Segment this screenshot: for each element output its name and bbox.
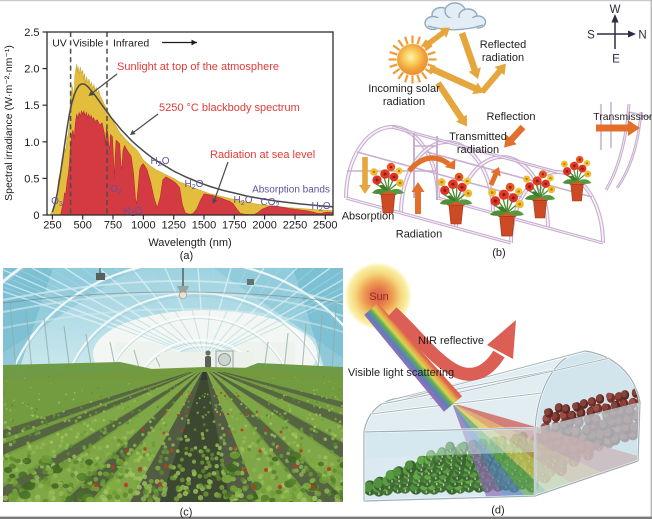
svg-text:1.0: 1.0 [24,137,39,149]
svg-text:750: 750 [104,220,122,232]
svg-text:Visible light scattering: Visible light scattering [348,367,454,379]
svg-text:(c): (c) [180,507,193,519]
svg-text:H2O: H2O [311,201,330,213]
svg-text:H2O: H2O [184,179,203,191]
svg-text:Transmission: Transmission [593,112,652,123]
svg-text:E: E [612,54,620,66]
svg-text:2.0: 2.0 [24,64,39,76]
svg-text:radiation: radiation [457,144,499,156]
svg-text:0.5: 0.5 [24,173,39,185]
svg-text:Sunlight at top of the atmosph: Sunlight at top of the atmosphere [117,61,279,73]
svg-text:Infrared: Infrared [113,38,149,50]
svg-text:(d): (d) [491,505,504,517]
svg-text:Visible: Visible [73,38,104,50]
svg-text:Absorption: Absorption [342,211,395,223]
svg-text:H2O: H2O [123,206,142,218]
svg-text:(b): (b) [492,247,505,259]
svg-text:NIR reflective: NIR reflective [418,335,484,347]
svg-text:CO2: CO2 [261,197,280,209]
svg-text:S: S [587,30,595,42]
svg-text:Radiation: Radiation [396,229,442,241]
svg-text:W: W [610,4,621,16]
svg-text:O3: O3 [51,196,63,208]
svg-text:N: N [638,30,646,42]
svg-text:5250 °C blackbody spectrum: 5250 °C blackbody spectrum [159,102,300,114]
svg-text:Sun: Sun [369,291,389,303]
svg-text:1500: 1500 [192,220,216,232]
svg-text:O2: O2 [110,184,122,196]
svg-text:Absorption bands: Absorption bands [252,185,330,196]
svg-text:Radiation at sea level: Radiation at sea level [210,149,315,161]
svg-text:Reflected: Reflected [480,39,526,51]
svg-text:500: 500 [74,220,92,232]
svg-text:Incoming solar: Incoming solar [368,83,440,95]
svg-text:1000: 1000 [131,220,155,232]
svg-text:Spectral irradiance (W·m⁻²·nm⁻: Spectral irradiance (W·m⁻²·nm⁻¹) [3,45,15,201]
svg-text:(a): (a) [180,250,193,262]
svg-text:radiation: radiation [383,96,425,108]
svg-text:1250: 1250 [161,220,185,232]
svg-text:1.5: 1.5 [24,100,39,112]
svg-text:0: 0 [33,210,39,222]
svg-text:2000: 2000 [252,220,276,232]
svg-text:2250: 2250 [283,220,307,232]
svg-text:radiation: radiation [482,52,524,64]
svg-text:Reflection: Reflection [487,111,536,123]
svg-text:UV: UV [52,38,67,50]
svg-text:2.5: 2.5 [24,27,39,39]
svg-text:2500: 2500 [313,220,337,232]
svg-text:Wavelength (nm): Wavelength (nm) [148,237,231,249]
svg-text:H2O: H2O [233,195,252,207]
svg-text:Transmitted: Transmitted [449,131,507,143]
svg-text:H2O: H2O [150,156,169,168]
svg-text:1750: 1750 [222,220,246,232]
svg-text:250: 250 [43,220,61,232]
